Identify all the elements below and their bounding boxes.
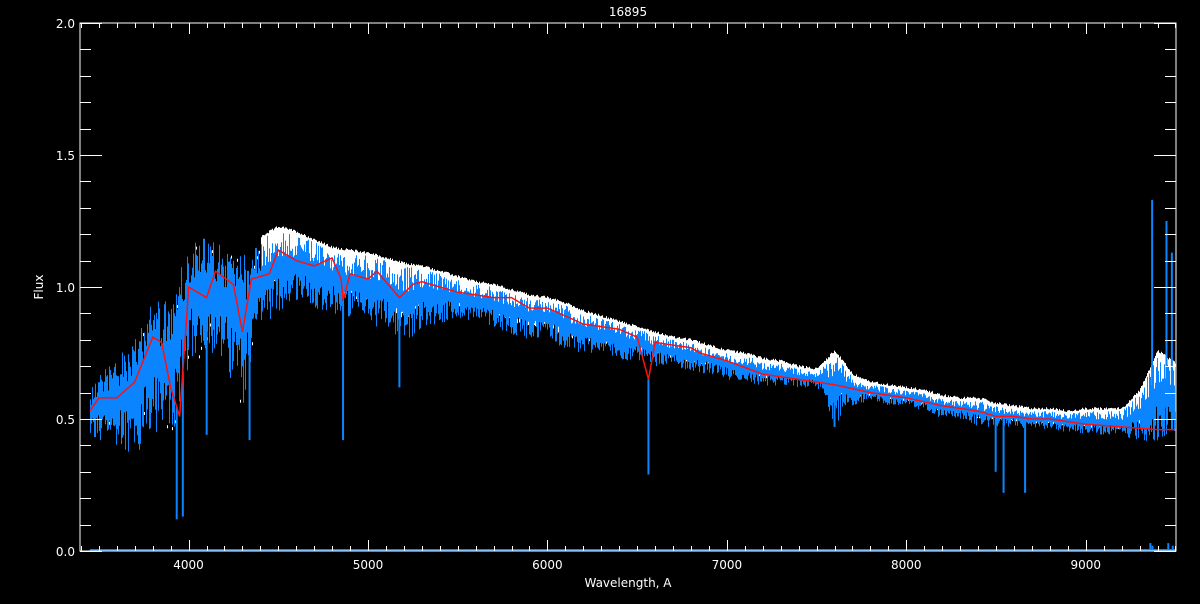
smoothed-spectrum-line [89, 248, 1176, 431]
chart-title: 16895 [609, 5, 647, 19]
observed-spectrum-trace [90, 233, 1176, 452]
y-tick-label: 1.0 [56, 281, 75, 295]
axes: 4000 5000 6000 7000 8000 9000 0.0 0.5 1.0 1.5 2.0 [56, 17, 1177, 572]
observed-spectrum [89, 199, 1176, 551]
x-tick-label: 6000 [532, 558, 563, 572]
y-tick-label: 2.0 [56, 17, 75, 31]
x-tick-label: 9000 [1070, 558, 1101, 572]
smoothed-spectrum [89, 248, 1176, 431]
x-tick-label: 7000 [712, 558, 743, 572]
y-axis-label: Flux [32, 275, 46, 300]
x-tick-label: 5000 [353, 558, 384, 572]
x-tick-label: 4000 [173, 558, 204, 572]
y-tick-label: 0.5 [56, 413, 75, 427]
y-tick-label: 0.0 [56, 545, 75, 559]
y-tick-label: 1.5 [56, 149, 75, 163]
x-axis-label: Wavelength, A [584, 576, 672, 590]
x-tick-label: 8000 [891, 558, 922, 572]
